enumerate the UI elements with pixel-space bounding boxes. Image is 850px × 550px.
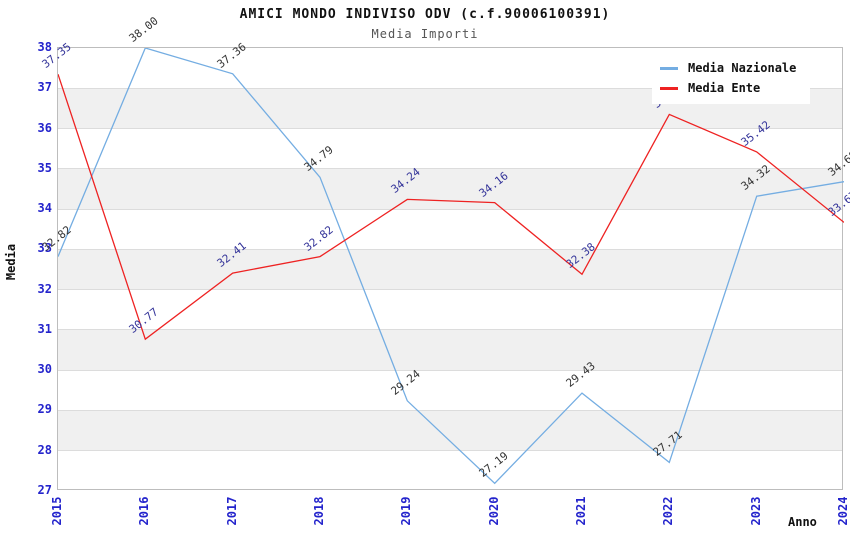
y-tick-label: 34 [37,201,52,216]
y-tick-label: 35 [37,160,52,175]
gridline [58,168,842,170]
y-tick-label: 37 [37,80,52,95]
legend-line-swatch-icon [660,66,678,70]
y-tick-label: 36 [37,120,52,135]
x-axis-title: Anno [788,515,817,529]
chart-title: AMICI MONDO INDIVISO ODV (c.f.9000610039… [239,7,611,22]
legend: Media Nazionale Media Ente [652,52,810,104]
series-line-media-ente [58,73,844,341]
y-tick-label: 27 [37,483,52,497]
x-tick-label: 2020 [486,496,501,526]
x-tick-label: 2016 [137,496,152,526]
y-tick-label: 38 [37,40,52,54]
gridline [58,289,842,291]
y-tick-label: 33 [37,241,52,256]
y-tick-label: 30 [37,362,52,377]
y-tick-label: 28 [37,442,52,457]
gridline [58,128,842,130]
gridline [58,87,842,89]
x-tick-label: 2024 [836,496,850,526]
gridline [58,329,842,331]
gridline [58,248,842,250]
legend-label: Media Ente [688,81,761,95]
gridline [58,208,842,210]
y-tick-label: 31 [37,321,52,336]
series-lines [58,48,844,485]
gridline [58,450,842,452]
x-tick-label: 2015 [50,496,64,526]
x-tick-label: 2022 [661,496,676,526]
legend-label: Media Nazionale [688,61,797,75]
x-tick-label: 2019 [399,496,414,526]
plot-area [57,47,844,490]
legend-item: Media Nazionale [652,61,810,75]
legend-item: Media Ente [652,81,810,95]
series-line-media-nazionale [58,48,844,485]
legend-line-swatch-icon [660,86,678,90]
x-tick-label: 2018 [312,496,326,526]
gridline [58,409,842,411]
y-tick-label: 29 [37,402,52,417]
x-tick-label: 2021 [574,496,588,526]
x-tick-label: 2017 [224,496,239,526]
x-tick-label: 2023 [748,496,763,526]
gridline [58,369,842,371]
chart-subtitle: Media Importi [371,27,479,41]
y-tick-label: 32 [37,281,52,296]
